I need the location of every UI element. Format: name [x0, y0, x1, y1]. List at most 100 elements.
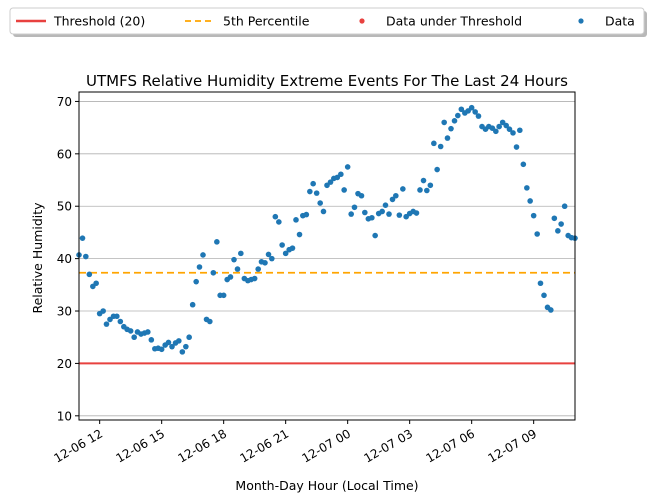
data-point [548, 307, 554, 313]
data-point [496, 123, 502, 130]
x-tick-label: 12-07 03 [361, 426, 415, 465]
data-point [344, 164, 351, 170]
data-point [417, 187, 423, 193]
plot-area [76, 91, 578, 421]
data-point [210, 269, 217, 276]
data-point [441, 119, 447, 126]
data-point [293, 217, 299, 223]
y-axis: 10 20 30 40 50 60 70 [57, 95, 79, 423]
data-point [524, 185, 530, 191]
legend-swatch-dot [359, 18, 365, 24]
data-point [510, 130, 516, 136]
data-point [537, 280, 544, 287]
data-point [317, 200, 323, 206]
data-point [276, 219, 282, 225]
data-point [379, 208, 385, 215]
data-point [389, 196, 396, 203]
plot-frame [78, 91, 576, 421]
data-points [76, 104, 578, 355]
data-point [558, 221, 564, 227]
legend-label: Data [605, 14, 635, 29]
data-point [472, 109, 478, 115]
x-axis: 12-06 12 12-06 15 12-06 18 12-06 21 12-07 00… [51, 420, 539, 466]
y-tick-label: 10 [57, 409, 72, 423]
x-tick-label: 12-06 18 [175, 426, 229, 465]
data-point [348, 211, 354, 217]
data-point [420, 177, 427, 184]
data-point [513, 144, 520, 150]
x-tick-label: 12-07 00 [299, 426, 353, 465]
legend-label: Data under Threshold [386, 14, 522, 29]
data-point [83, 253, 89, 260]
data-point [165, 339, 172, 346]
data-point [393, 192, 399, 199]
data-point [207, 318, 213, 325]
data-point [451, 118, 458, 124]
data-point [93, 280, 99, 287]
data-point [148, 337, 155, 343]
legend-label: 5th Percentile [223, 14, 310, 29]
data-point [279, 242, 285, 248]
data-point [396, 212, 403, 218]
data-point [475, 113, 482, 119]
data-point [534, 231, 540, 237]
x-tick-label: 12-06 15 [113, 426, 167, 465]
data-point [303, 211, 310, 218]
data-point [214, 239, 220, 245]
data-point [530, 212, 537, 219]
data-point [427, 182, 434, 189]
data-point [127, 328, 134, 334]
data-point [193, 278, 199, 285]
data-point [555, 228, 561, 234]
data-point [338, 171, 344, 178]
x-tick-label: 12-07 09 [485, 426, 539, 465]
data-point [448, 125, 454, 132]
data-point [551, 215, 558, 222]
data-point [541, 292, 547, 299]
legend-swatch-dot [578, 18, 584, 24]
data-point [351, 204, 358, 211]
data-point [413, 210, 420, 216]
data-point [234, 266, 241, 272]
data-point [307, 188, 313, 195]
data-point [310, 180, 316, 187]
data-point [158, 346, 165, 353]
data-point [282, 250, 289, 257]
data-point [269, 255, 275, 262]
legend-items: Threshold (20) 5th Percentile Data under T… [16, 14, 635, 29]
data-point [179, 349, 186, 355]
data-point [265, 251, 272, 258]
data-point [431, 140, 437, 147]
legend: Threshold (20) 5th Percentile Data under T… [9, 7, 647, 37]
y-tick-label: 30 [57, 305, 72, 319]
data-point [358, 192, 365, 199]
data-point [79, 235, 86, 241]
data-point [200, 252, 206, 258]
data-point [434, 166, 440, 173]
data-point [189, 301, 196, 308]
data-point [145, 329, 151, 335]
data-point [103, 321, 110, 327]
data-point [493, 128, 499, 135]
data-point [503, 122, 509, 129]
chart-title: UTMFS Relative Humidity Extreme Events F… [86, 72, 568, 90]
data-point [520, 161, 527, 168]
x-tick-label: 12-06 12 [51, 426, 105, 465]
data-point [220, 292, 227, 299]
data-point [262, 260, 268, 266]
data-point [313, 190, 320, 196]
data-point [86, 271, 93, 278]
data-point [341, 187, 347, 193]
x-axis-label: Month-Day Hour (Local Time) [235, 478, 418, 493]
data-point [255, 266, 261, 272]
y-tick-label: 50 [57, 200, 72, 214]
data-point [400, 186, 406, 192]
plot-background [79, 92, 575, 420]
y-tick-label: 70 [57, 95, 72, 109]
data-point [382, 202, 389, 208]
data-point [320, 208, 327, 215]
data-point [455, 112, 461, 119]
y-tick-label: 60 [57, 147, 72, 161]
data-point [444, 135, 451, 141]
